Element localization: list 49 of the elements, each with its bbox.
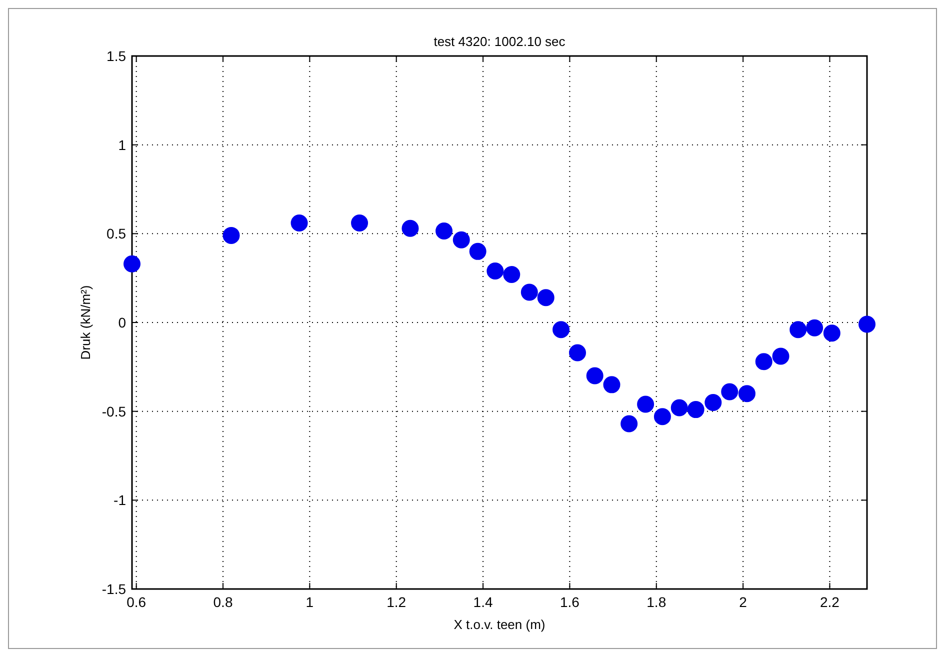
point [704, 394, 722, 411]
y-tick-label: -0.5 [102, 403, 126, 420]
y-axis-title: Druk (kN/m²) [78, 285, 93, 360]
point [755, 353, 772, 370]
point [290, 214, 308, 232]
point [772, 348, 790, 365]
x-tick-label: 2 [739, 594, 748, 610]
y-tick-label: 0 [118, 314, 126, 330]
x-tick-label: 0.6 [126, 594, 146, 610]
x-axis-title: X t.o.v. teen (m) [454, 617, 546, 632]
point [738, 385, 756, 402]
x-tick-label: 1.4 [473, 594, 493, 610]
point [620, 415, 638, 432]
point [569, 344, 586, 362]
x-tick-label: 1.8 [646, 594, 666, 610]
y-tick-label: 1.5 [106, 48, 126, 64]
y-tick-label: 1 [118, 136, 126, 153]
x-tick-label: 2.2 [820, 594, 840, 610]
x-tick-label: 1.6 [560, 594, 580, 610]
point [790, 321, 807, 338]
point [402, 220, 419, 237]
point [637, 396, 654, 413]
point [520, 284, 538, 301]
point [586, 367, 604, 384]
point [687, 401, 704, 418]
y-tick-label: -1 [114, 492, 126, 508]
x-tick-label: 0.8 [213, 594, 233, 610]
point [537, 289, 554, 306]
y-tick-label: -1.5 [102, 581, 126, 597]
chart-title: test 4320: 1002.10 sec [434, 34, 566, 49]
y-tick-label: 0.5 [106, 226, 126, 242]
point [503, 266, 520, 284]
x-tick-label: 1.2 [386, 594, 406, 610]
point [721, 383, 738, 400]
point [351, 214, 368, 232]
point [222, 226, 240, 244]
point [670, 399, 688, 416]
x-tick-label: 1 [306, 594, 314, 610]
point [452, 231, 470, 248]
point [469, 242, 486, 260]
point [603, 376, 620, 394]
point [124, 255, 140, 272]
point [806, 319, 824, 336]
point [436, 222, 453, 240]
point [654, 408, 671, 426]
point [486, 262, 504, 280]
point [552, 321, 570, 338]
point [823, 324, 840, 342]
point [858, 316, 876, 333]
